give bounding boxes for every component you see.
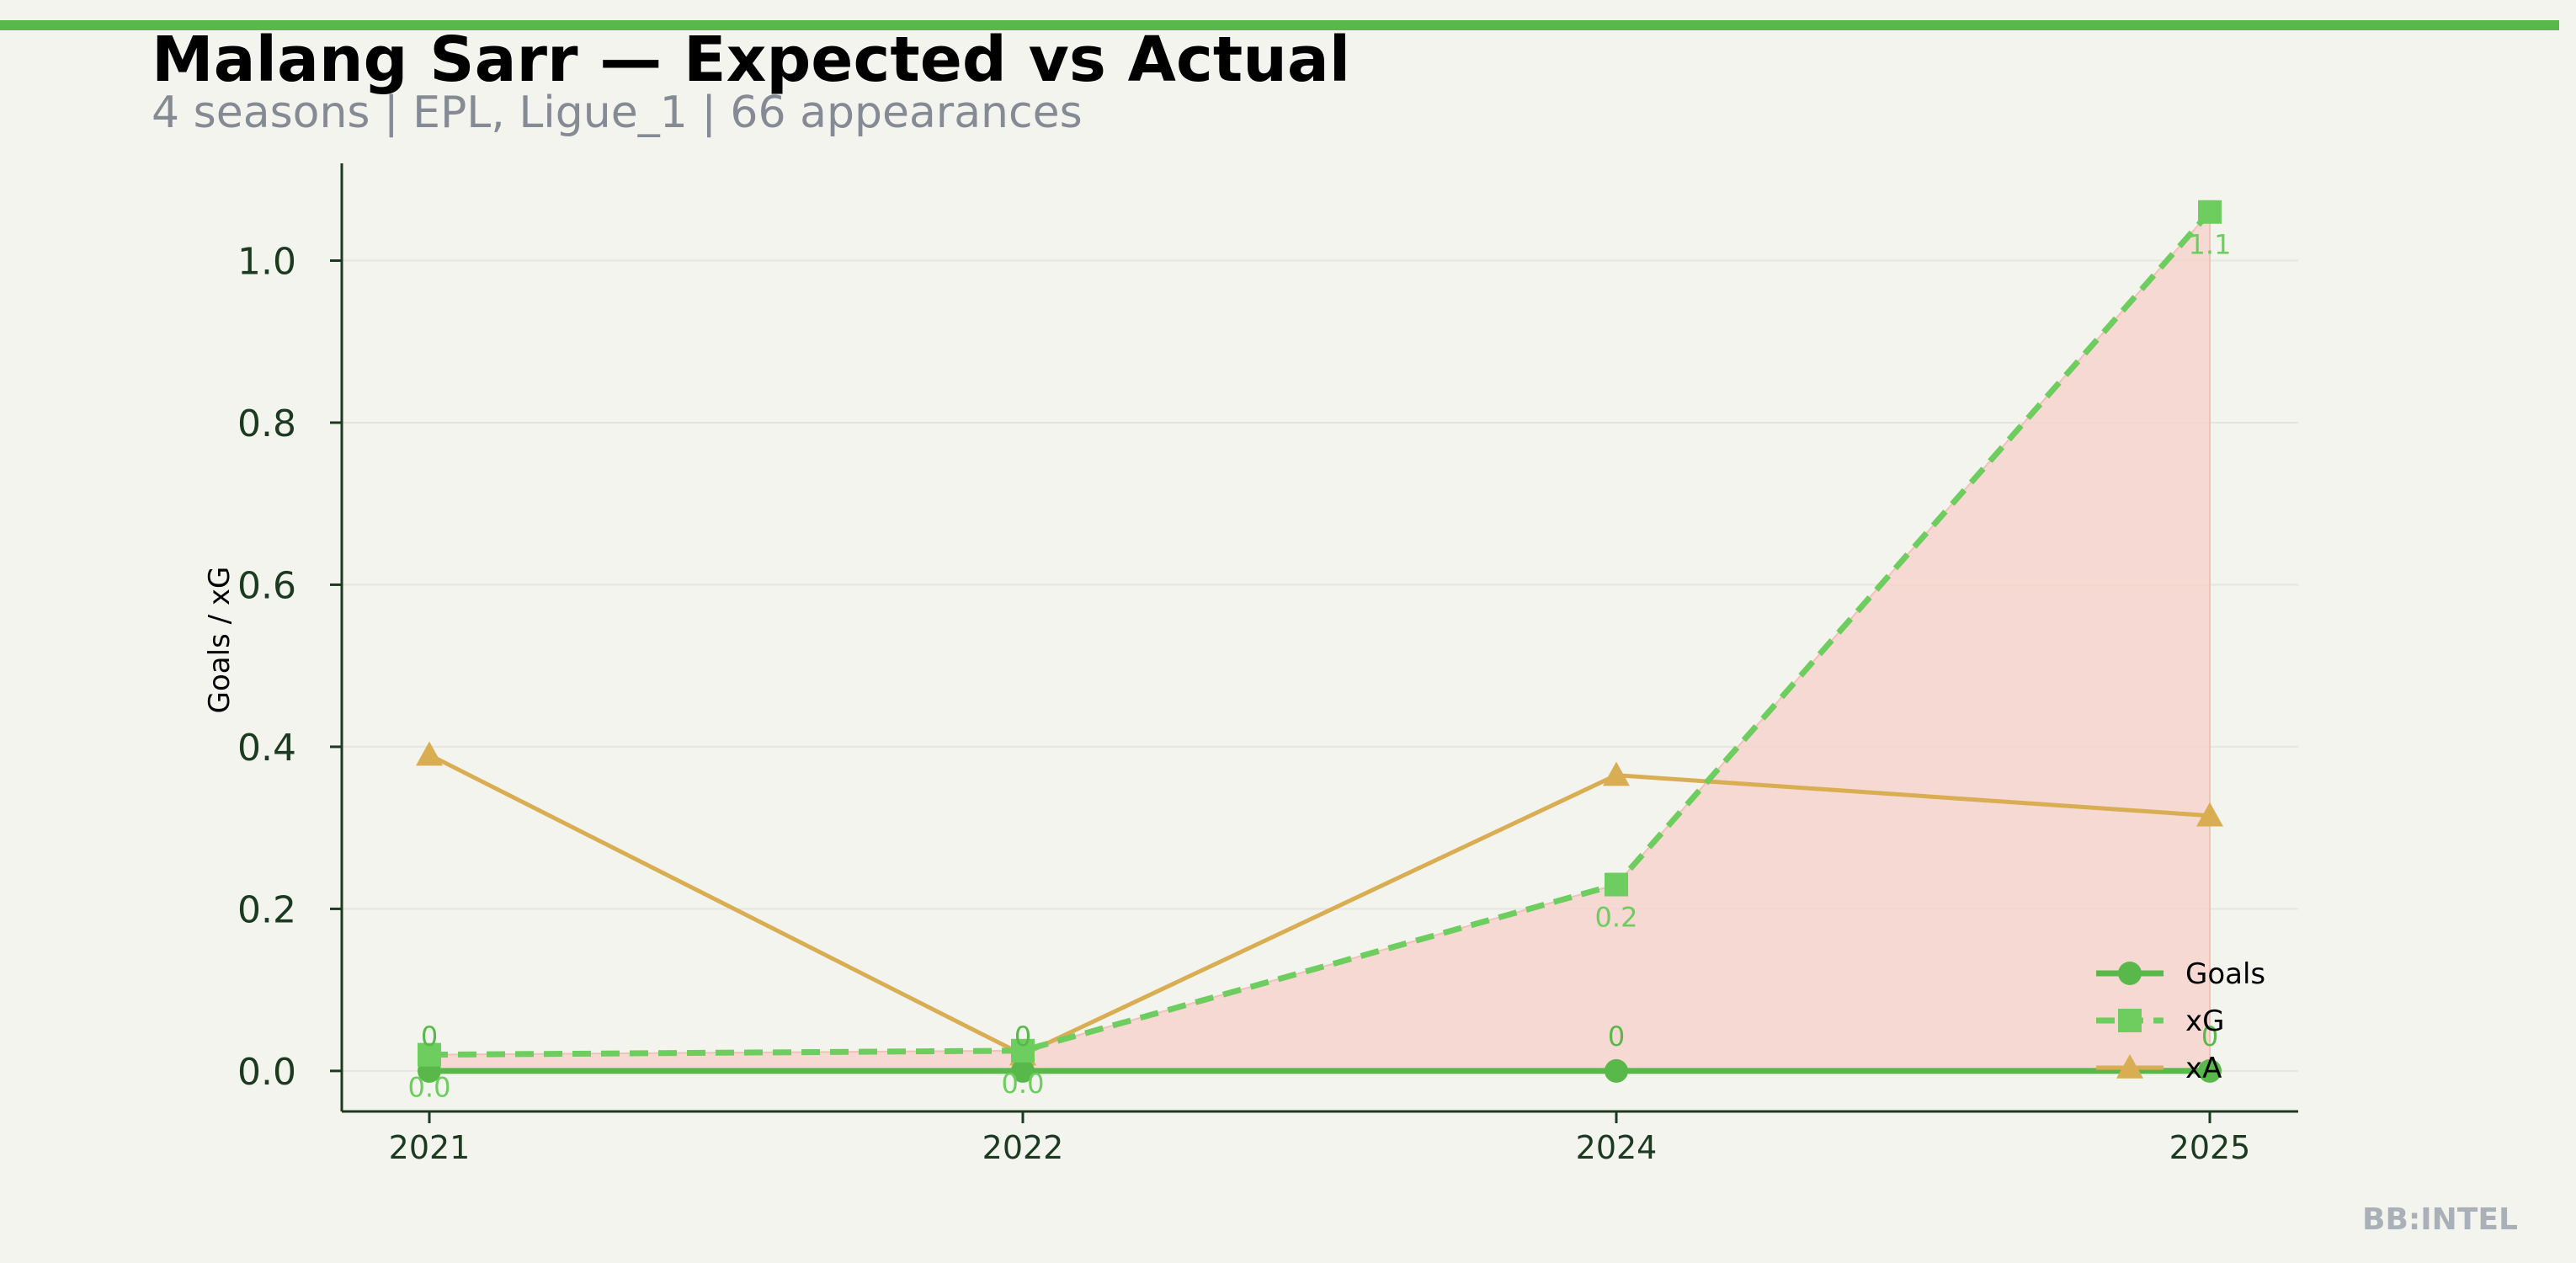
- goals-point: [1605, 1058, 1628, 1083]
- chart-title: Malang Sarr — Expected vs Actual: [152, 24, 1351, 96]
- xg-data-label: 0.0: [1002, 1068, 1045, 1100]
- xg-point: [2198, 200, 2222, 224]
- xg-goals-gap-area: [428, 210, 2211, 1072]
- goals-point: [1011, 1058, 1035, 1083]
- x-tick-label: 2025: [2169, 1129, 2251, 1166]
- series-markers: [416, 200, 2223, 1083]
- legend-label: xA: [2185, 1052, 2222, 1085]
- y-tick-label: 0.4: [237, 727, 296, 770]
- y-tick-label: 0.0: [237, 1051, 296, 1094]
- y-tick-label: 0.2: [237, 888, 296, 931]
- axes: [340, 163, 2298, 1113]
- goals-data-label: 0: [2201, 1021, 2218, 1052]
- goals-data-label: 0: [1608, 1021, 1625, 1052]
- legend-item-xg: xG: [2096, 1005, 2224, 1038]
- y-axis-label: Goals / xG: [203, 567, 237, 714]
- xg-line: [428, 210, 2212, 1058]
- xg-data-label: 0.2: [1595, 902, 1638, 934]
- chart-subtitle: 4 seasons | EPL, Ligue_1 | 66 appearance…: [152, 88, 1083, 138]
- y-tick-label: 0.8: [237, 402, 296, 445]
- xa-point: [416, 741, 443, 766]
- legend-label: xG: [2185, 1005, 2224, 1038]
- goals-point: [2198, 1058, 2222, 1083]
- xg-data-label: 0.0: [408, 1072, 451, 1104]
- data-labels: 0 0 0 0 0.0 0.0 0.2 1.1: [408, 229, 2232, 1104]
- xa-point: [2196, 802, 2223, 827]
- legend-item-xa: xA: [2096, 1052, 2222, 1085]
- y-tick-label: 1.0: [237, 240, 296, 283]
- x-tick-label: 2022: [982, 1129, 1064, 1166]
- legend-label: Goals: [2185, 957, 2265, 991]
- accent-bar: [0, 20, 2559, 30]
- watermark-logo: BB:INTEL: [2362, 1202, 2518, 1237]
- series-lines: [428, 210, 2212, 1074]
- y-tick-label: 0.6: [237, 564, 296, 607]
- goals-data-label: 0: [421, 1021, 438, 1052]
- gap-fill: [428, 210, 2211, 1072]
- legend: Goals xG xA: [2096, 957, 2265, 1085]
- xa-point: [1603, 761, 1630, 786]
- xa-line: [428, 753, 2211, 1058]
- xg-point: [1605, 872, 1628, 897]
- x-tick-label: 2021: [389, 1129, 471, 1166]
- x-tick-label: 2024: [1576, 1129, 1658, 1166]
- xg-data-label: 1.1: [2189, 229, 2232, 261]
- legend-marker: [2118, 962, 2142, 985]
- xg-point: [1011, 1038, 1035, 1063]
- xg-point: [418, 1042, 441, 1067]
- legend-marker: [2116, 1054, 2143, 1079]
- legend-marker: [2118, 1009, 2142, 1032]
- tick-labels: 0.0 0.2 0.4 0.6 0.8 1.0 2021 2022 2024 2025: [237, 240, 2250, 1166]
- goals-data-label: 0: [1014, 1021, 1031, 1052]
- legend-item-goals: Goals: [2096, 957, 2265, 991]
